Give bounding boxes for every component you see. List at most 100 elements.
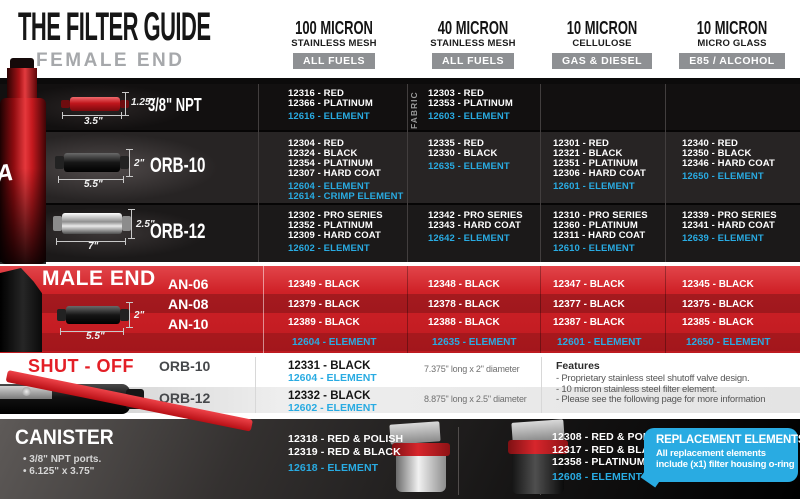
canister-cap xyxy=(508,440,568,454)
fuel-badge: GAS & DIESEL xyxy=(551,53,653,69)
part-number: 12360 - PLATINUM xyxy=(553,220,638,231)
part-number: 12304 - RED xyxy=(288,138,345,149)
row-separator xyxy=(0,130,800,132)
male-width-dim: 5.5" xyxy=(86,331,105,342)
column-header-10-micron-cellulose: 10 MICRON CELLULOSE GAS & DIESEL xyxy=(532,18,672,69)
cell-orb12-100micron: 12302 - PRO SERIES 12352 - PLATINUM 12309 … xyxy=(288,211,383,254)
callout-title: REPLACEMENT ELEMENTS xyxy=(656,434,800,446)
row-label-orb12: ORB-12 xyxy=(150,220,206,243)
element-number: 12602 - ELEMENT xyxy=(288,402,377,414)
dimension-line xyxy=(122,92,129,116)
column-divider xyxy=(540,84,541,262)
row-separator xyxy=(0,203,800,205)
part-number: 12341 - HARD COAT xyxy=(682,220,775,231)
part-number: 12346 - HARD COAT xyxy=(682,158,775,169)
part-number: 12389 - BLACK xyxy=(288,317,360,328)
column-header-100-micron: 100 MICRON STAINLESS MESH ALL FUELS xyxy=(264,18,404,69)
elements-list: 12616 - ELEMENT xyxy=(288,112,373,122)
part-number: 12309 - HARD COAT xyxy=(288,230,381,241)
part-number: 12318 - RED & POLISH xyxy=(288,433,404,445)
orb12-width-dim: 7" xyxy=(88,241,99,252)
part-number: 12358 - PLATINUM xyxy=(552,456,646,468)
parts-list: 12310 - PRO SERIES 12360 - PLATINUM 12311 … xyxy=(553,211,648,241)
cell-npt-40micron: 12303 - RED 12353 - PLATINUM 12603 - ELEM… xyxy=(428,89,513,122)
filter-neck xyxy=(7,68,37,102)
column-micron-label: 40 MICRON xyxy=(437,18,509,38)
element-number: 12610 - ELEMENT xyxy=(553,243,635,254)
part-number: 12316 - RED xyxy=(288,88,345,99)
orb10-filter-diagram xyxy=(55,153,129,172)
element-number: 12604 - ELEMENT xyxy=(288,372,377,384)
part-number: 12347 - BLACK xyxy=(553,279,625,290)
row-label-orb10: ORB-10 xyxy=(150,154,206,177)
filter-shadow xyxy=(0,168,46,264)
replacement-elements-callout: REPLACEMENT ELEMENTS All replacement ele… xyxy=(644,428,800,482)
parts-list: 12339 - PRO SERIES 12341 - HARD COAT xyxy=(682,211,777,231)
npt-filter-diagram xyxy=(61,97,129,111)
fuel-badge: ALL FUELS xyxy=(292,53,376,69)
column-divider xyxy=(665,84,666,262)
cell-orb10-100micron: 12304 - RED 12324 - BLACK 12354 - PLATINUM… xyxy=(288,139,403,202)
red-filter-photo: A xyxy=(0,58,46,264)
canister-bullet: • 6.125" x 3.75" xyxy=(23,465,95,477)
part-number: 12375 - BLACK xyxy=(682,299,754,310)
column-media-label: CELLULOSE xyxy=(572,38,632,49)
male-height-dim: 2" xyxy=(134,310,145,321)
elements-row-band xyxy=(0,333,800,351)
feature-item: - Please see the following page for more… xyxy=(556,394,766,405)
shutoff-orb12-size: 8.875" long x 2.5" diameter xyxy=(424,394,527,404)
dimension-line xyxy=(58,176,124,183)
row-label-npt: 3/8" NPT xyxy=(148,95,202,115)
cell-orb12-40micron: 12342 - PRO SERIES 12343 - HARD COAT 1264… xyxy=(428,211,523,244)
column-divider xyxy=(665,266,666,353)
canister-bullet: • 3/8" NPT ports. xyxy=(23,454,102,465)
elements-list: 12618 - ELEMENT xyxy=(288,462,403,475)
row-npt-band xyxy=(0,84,800,131)
part-number: 12332 - BLACK xyxy=(288,390,371,402)
part-number: 12385 - BLACK xyxy=(682,317,754,328)
element-number: 12635 - ELEMENT xyxy=(432,337,517,348)
column-micron-label: 10 MICRON xyxy=(566,18,638,38)
parts-list: 12335 - RED 12330 - BLACK xyxy=(428,139,510,159)
canister-photo-black xyxy=(506,419,572,496)
element-number: 12604 - ELEMENT xyxy=(292,337,377,348)
element-number: 12602 - ELEMENT xyxy=(288,243,370,254)
cell-orb12-cellulose: 12310 - PRO SERIES 12360 - PLATINUM 12311 … xyxy=(553,211,648,254)
npt-height-dim: 1.25" xyxy=(131,97,156,108)
part-number: 12349 - BLACK xyxy=(288,279,360,290)
shutoff-orb10-label: ORB-10 xyxy=(159,358,211,374)
an06-label: AN-06 xyxy=(168,276,209,292)
parts-list: 12301 - RED 12321 - BLACK 12351 - PLATINUM… xyxy=(553,139,646,179)
an10-label: AN-10 xyxy=(168,316,209,332)
elements-list: 12639 - ELEMENT xyxy=(682,234,777,244)
part-number: 12342 - PRO SERIES xyxy=(428,210,523,221)
column-divider xyxy=(407,266,408,353)
part-number: 12345 - BLACK xyxy=(682,279,754,290)
fuel-badge: E85 / ALCOHOL xyxy=(679,53,785,69)
column-divider xyxy=(458,427,459,495)
part-number: 12366 - PLATINUM xyxy=(288,98,373,109)
elements-list: 12604 - ELEMENT 12614 - CRIMP ELEMENT xyxy=(288,182,403,202)
part-number: 12307 - HARD COAT xyxy=(288,168,381,179)
parts-list: 12342 - PRO SERIES 12343 - HARD COAT xyxy=(428,211,523,231)
male-filter-diagram xyxy=(57,306,129,324)
male-end-title: MALE END xyxy=(42,267,156,290)
elements-list: 12608 - ELEMENT xyxy=(552,471,667,484)
cell-orb12-microglass: 12339 - PRO SERIES 12341 - HARD COAT 1263… xyxy=(682,211,777,244)
canister-photo-silver xyxy=(388,421,452,493)
column-media-label: STAINLESS MESH xyxy=(291,38,377,49)
canister-body xyxy=(512,454,564,494)
feature-item: - 10 micron stainless steel filter eleme… xyxy=(556,383,717,395)
part-number: 12377 - BLACK xyxy=(553,299,625,310)
part-number: 12330 - BLACK xyxy=(428,148,498,159)
part-number: 12331 - BLACK xyxy=(288,360,371,372)
cell-orb10-cellulose: 12301 - RED 12321 - BLACK 12351 - PLATINUM… xyxy=(553,139,646,192)
element-number: 12616 - ELEMENT xyxy=(288,111,370,122)
column-micron-label: 100 MICRON xyxy=(295,18,373,38)
shutoff-title: SHUT - OFF xyxy=(28,356,134,376)
feature-item: - Proprietary stainless steel shutoff va… xyxy=(556,373,750,384)
element-number: 12604 - ELEMENT xyxy=(288,181,370,192)
part-number: 12335 - RED xyxy=(428,138,485,149)
element-number: 12618 - ELEMENT xyxy=(288,462,379,474)
